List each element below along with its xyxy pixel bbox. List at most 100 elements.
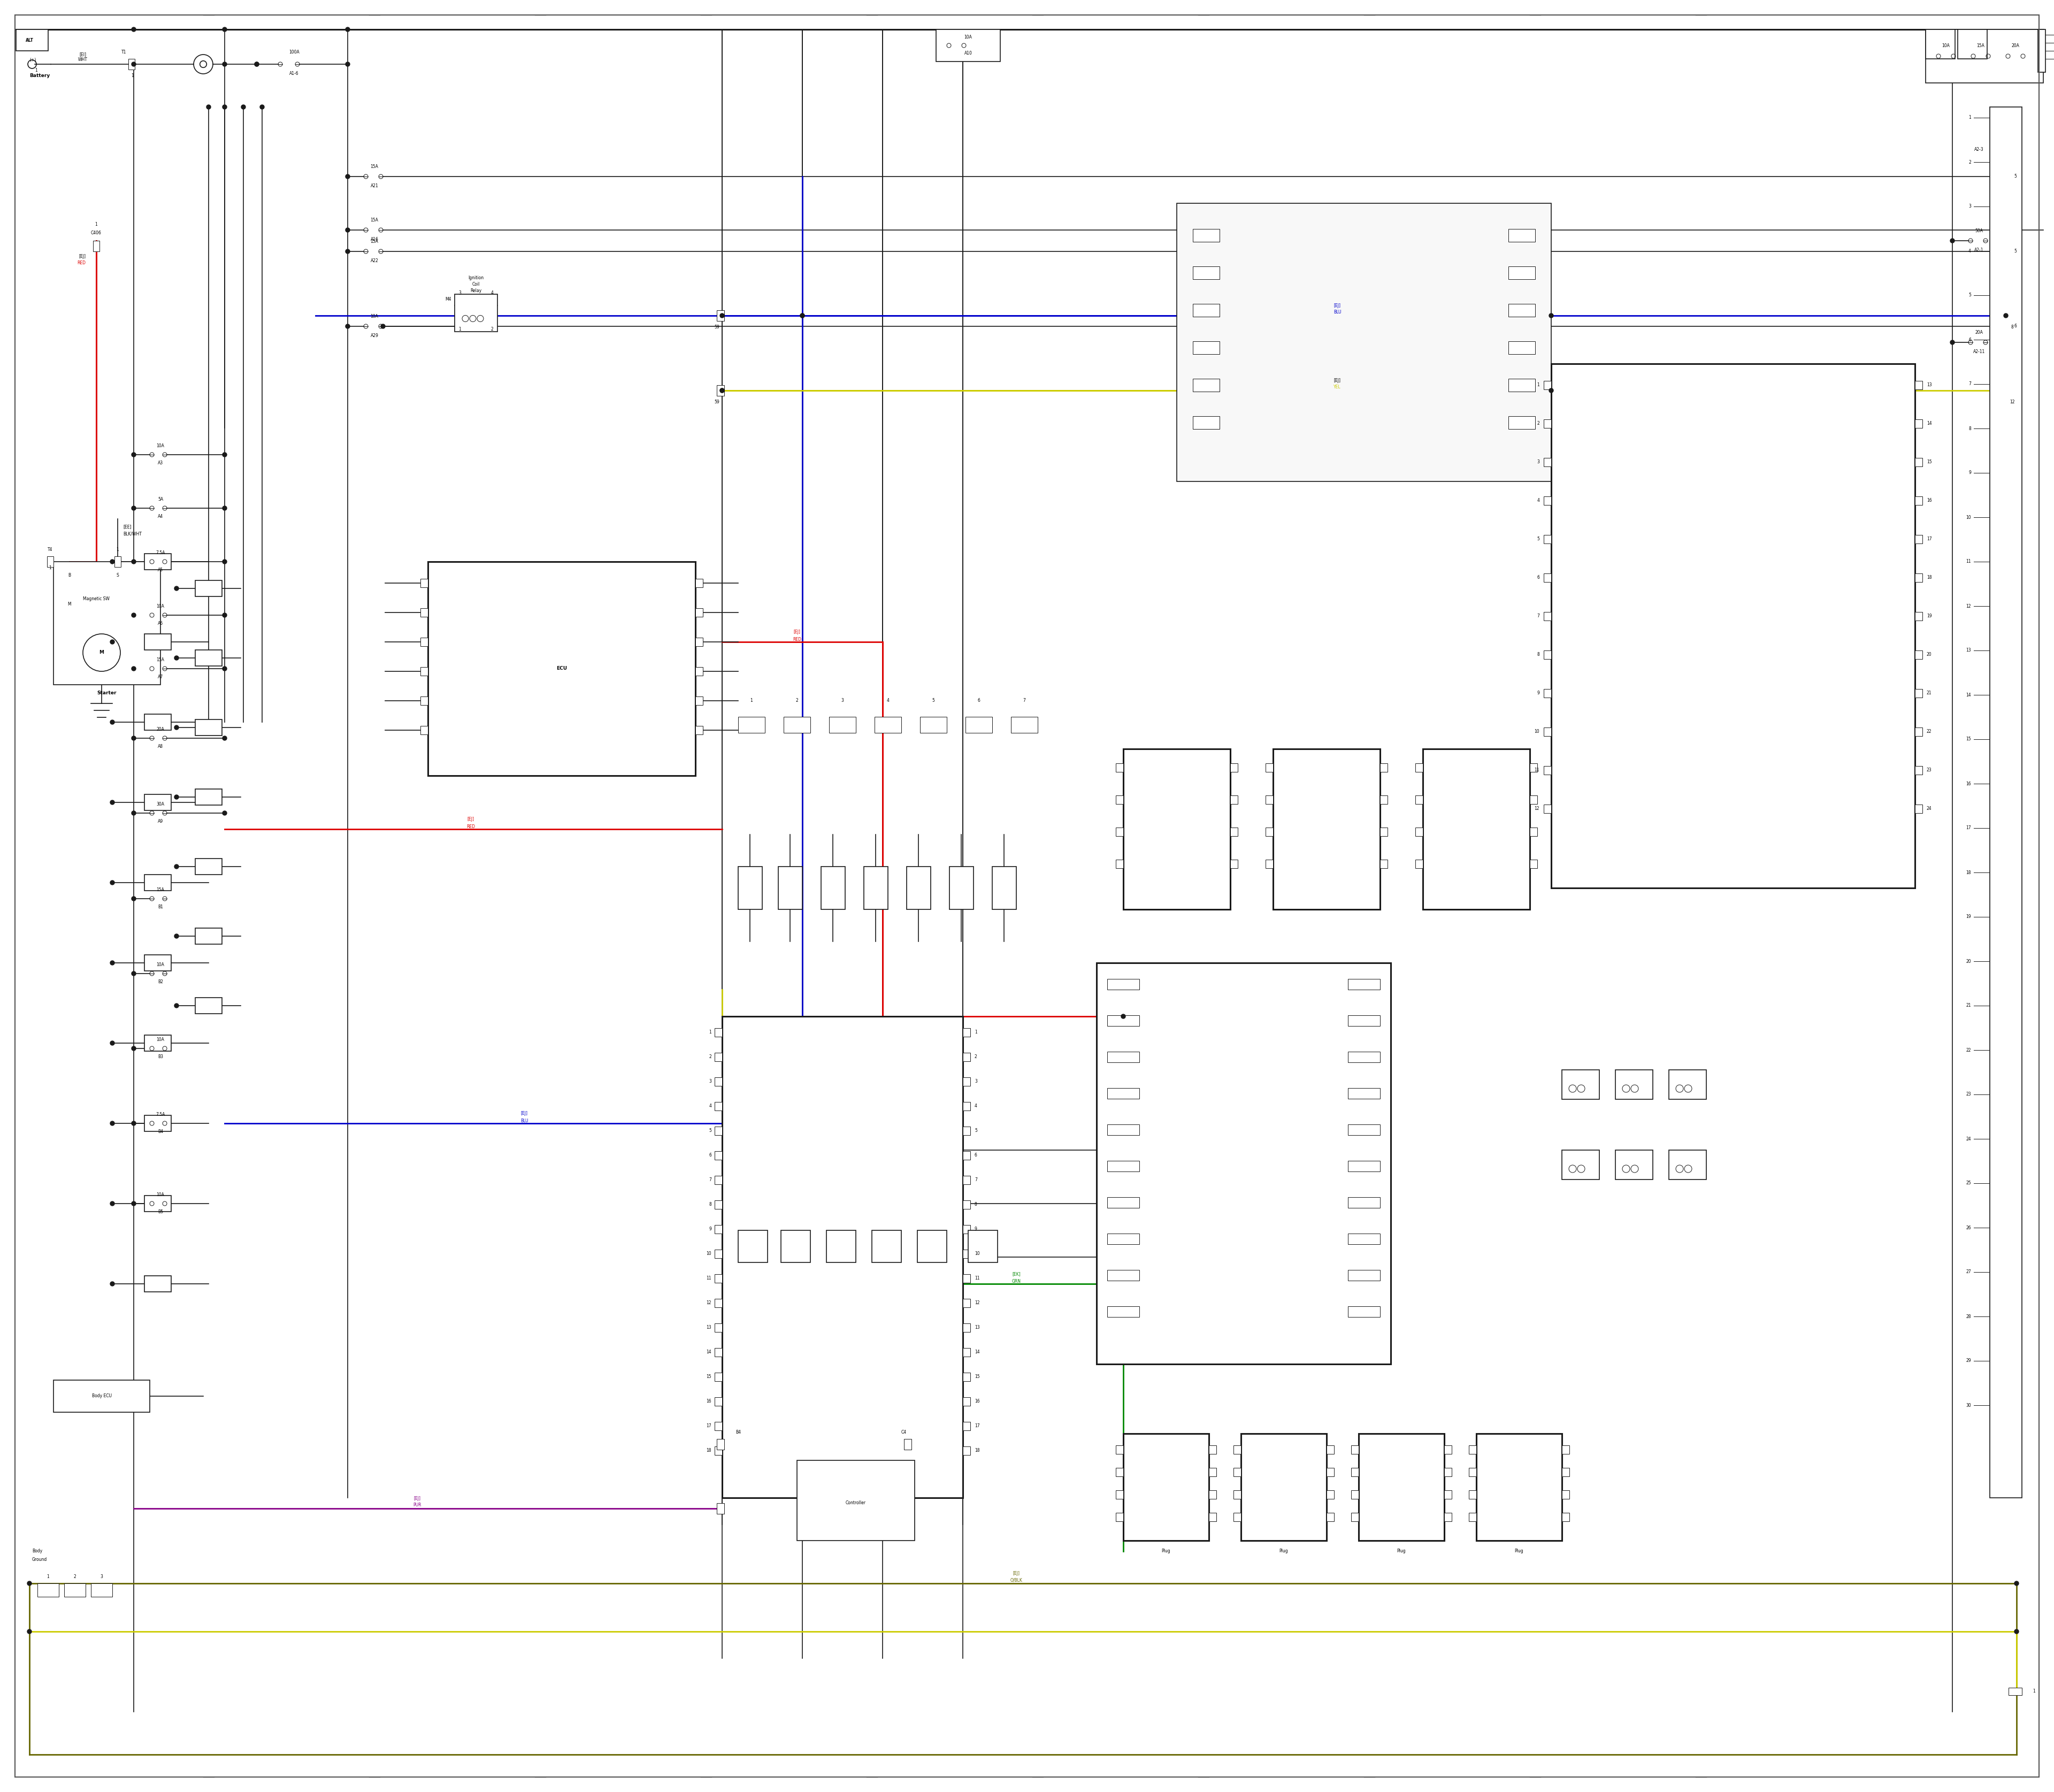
Bar: [920, 717, 947, 733]
Text: 12: 12: [707, 1301, 711, 1306]
Text: 20A: 20A: [156, 728, 164, 733]
Circle shape: [131, 667, 136, 670]
Bar: [144, 1036, 170, 1052]
Text: 26: 26: [1966, 1226, 1972, 1229]
Circle shape: [131, 63, 136, 66]
Bar: [715, 1373, 723, 1382]
Text: 1: 1: [2033, 1690, 2036, 1693]
Bar: [715, 1226, 723, 1233]
Bar: [1545, 650, 1551, 659]
Bar: [144, 874, 170, 891]
Text: 10: 10: [1534, 729, 1538, 735]
Text: BLU: BLU: [520, 1118, 528, 1124]
Text: 21: 21: [1927, 692, 1931, 695]
Text: 15A: 15A: [1976, 43, 1984, 48]
Text: 1: 1: [131, 73, 134, 79]
Text: 1: 1: [458, 326, 462, 332]
Circle shape: [27, 1581, 31, 1586]
Bar: [1415, 860, 1423, 867]
Text: B1: B1: [158, 905, 162, 910]
Bar: [1347, 1052, 1380, 1063]
Bar: [1561, 1070, 1600, 1098]
Text: 17: 17: [707, 1423, 711, 1428]
Bar: [37, 1584, 60, 1597]
Bar: [1107, 1124, 1140, 1134]
Bar: [2009, 1688, 2021, 1695]
Bar: [1415, 796, 1423, 805]
Text: 17: 17: [1966, 826, 1972, 830]
Bar: [737, 867, 762, 909]
Bar: [195, 928, 222, 944]
Bar: [1545, 496, 1551, 505]
Bar: [144, 1276, 170, 1292]
Text: BLU: BLU: [1333, 310, 1341, 315]
Bar: [1423, 749, 1530, 909]
Bar: [715, 1150, 723, 1159]
Text: 19: 19: [1966, 914, 1972, 919]
Bar: [1545, 382, 1551, 389]
Text: 11: 11: [1966, 559, 1972, 564]
Text: 7: 7: [974, 1177, 978, 1183]
Bar: [963, 1127, 969, 1134]
Bar: [1530, 828, 1536, 837]
Bar: [1193, 416, 1220, 428]
Bar: [1347, 1306, 1380, 1317]
Bar: [696, 607, 702, 616]
Circle shape: [222, 505, 226, 511]
Bar: [963, 1373, 969, 1382]
Bar: [1927, 29, 2044, 82]
Text: 8: 8: [974, 1202, 978, 1208]
Text: 17: 17: [1927, 538, 1933, 541]
Bar: [1914, 728, 1923, 737]
Bar: [696, 638, 702, 647]
Text: 10A: 10A: [370, 314, 378, 319]
Bar: [1107, 1016, 1140, 1027]
Text: 24: 24: [1927, 806, 1933, 812]
Bar: [2001, 385, 2009, 396]
Text: 18: 18: [974, 1448, 980, 1453]
Bar: [1230, 796, 1239, 805]
Text: 16: 16: [707, 1400, 711, 1403]
Text: RED: RED: [793, 638, 801, 642]
Bar: [1914, 805, 1923, 814]
Bar: [1193, 229, 1220, 242]
Circle shape: [131, 1122, 136, 1125]
Bar: [421, 638, 427, 647]
Circle shape: [175, 1004, 179, 1007]
Bar: [963, 1029, 969, 1038]
Text: 25: 25: [1966, 1181, 1972, 1186]
Text: 8: 8: [1536, 652, 1538, 658]
Text: [EJ]: [EJ]: [793, 629, 801, 634]
Bar: [195, 858, 222, 874]
Bar: [717, 1503, 725, 1514]
Bar: [715, 1052, 723, 1061]
Text: (+): (+): [29, 57, 37, 63]
Text: 11: 11: [1534, 769, 1538, 772]
Text: 3: 3: [1536, 461, 1538, 464]
Bar: [1230, 828, 1239, 837]
Bar: [1545, 688, 1551, 697]
Bar: [963, 1201, 969, 1210]
Text: 1: 1: [49, 566, 51, 570]
Text: B4: B4: [158, 1129, 162, 1134]
Circle shape: [801, 314, 805, 317]
Text: 8: 8: [1968, 426, 1972, 430]
Bar: [1508, 305, 1534, 317]
Text: 14: 14: [974, 1349, 980, 1355]
Text: 15A: 15A: [156, 887, 164, 892]
Text: 5: 5: [2013, 174, 2017, 179]
Bar: [1347, 1016, 1380, 1027]
Bar: [1352, 1468, 1358, 1477]
Bar: [195, 650, 222, 667]
Text: 5: 5: [933, 699, 935, 702]
Text: 3: 3: [974, 1079, 978, 1084]
Bar: [144, 554, 170, 570]
Bar: [715, 1348, 723, 1357]
Text: 10A: 10A: [156, 1038, 164, 1043]
Bar: [1914, 650, 1923, 659]
Bar: [963, 1348, 969, 1357]
Bar: [92, 240, 99, 251]
Circle shape: [222, 106, 226, 109]
Text: 12: 12: [1534, 806, 1538, 812]
Bar: [144, 955, 170, 971]
